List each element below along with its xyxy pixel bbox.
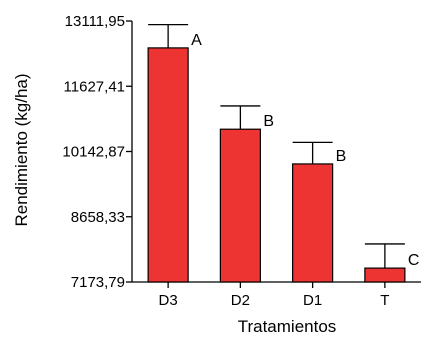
- bar: [364, 267, 406, 283]
- y-axis-title: Rendimiento (kg/ha): [12, 73, 31, 226]
- x-tick-label: D3: [159, 292, 178, 309]
- bar: [292, 163, 334, 283]
- significance-label: B: [336, 148, 347, 165]
- bar: [147, 47, 189, 283]
- x-axis-title: Tratamientos: [238, 317, 337, 336]
- bars: [147, 47, 406, 283]
- y-axis: 7173,79 8658,33 10142,87 11627,41 13111,95: [62, 13, 133, 291]
- x-tick-label: D1: [303, 292, 322, 309]
- bar: [219, 128, 261, 283]
- x-axis: D3 D2 D1 T: [132, 281, 421, 309]
- y-tick-label: 13111,95: [65, 13, 125, 30]
- x-tick-label: T: [380, 292, 389, 309]
- y-tick-label: 10142,87: [62, 144, 125, 161]
- y-tick-label: 8658,33: [71, 209, 125, 226]
- x-tick-label: D2: [231, 292, 250, 309]
- error-bars: [148, 23, 405, 269]
- significance-labels: A B B C: [191, 32, 419, 269]
- y-tick-label: 7173,79: [71, 274, 125, 291]
- significance-label: C: [408, 252, 420, 269]
- significance-label: A: [191, 32, 202, 49]
- significance-label: B: [263, 113, 274, 130]
- y-tick-label: 11627,41: [64, 78, 125, 95]
